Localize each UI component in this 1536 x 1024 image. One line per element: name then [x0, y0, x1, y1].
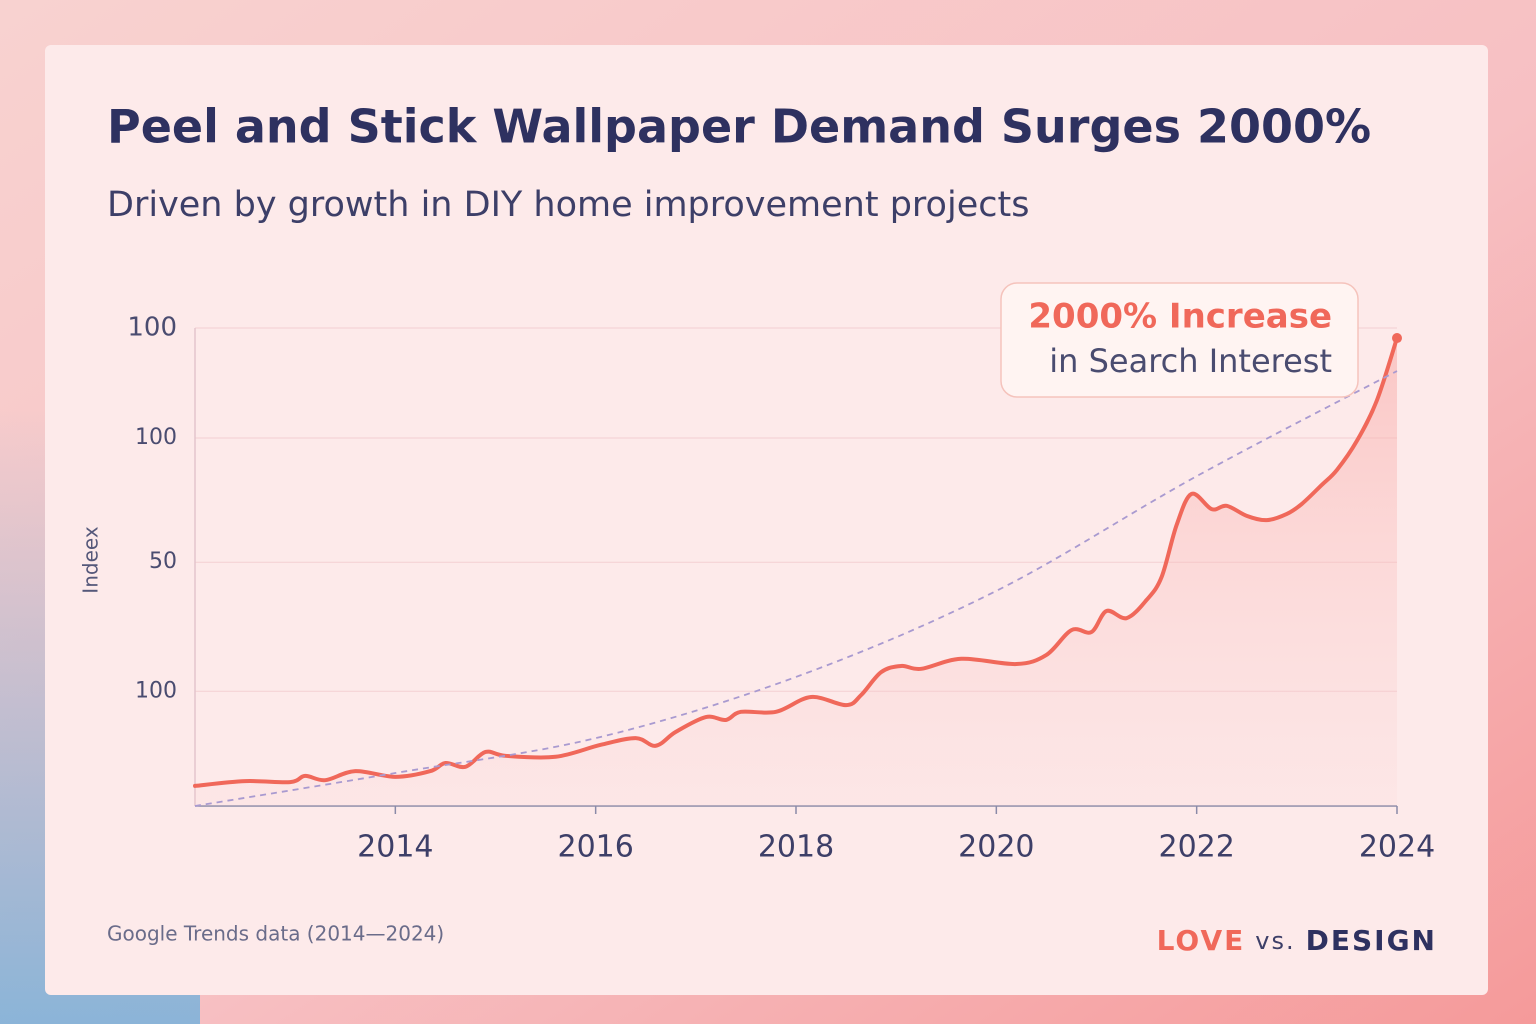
y-tick-label: 100	[135, 425, 177, 450]
x-tick-label: 2016	[557, 830, 633, 865]
area	[195, 338, 1397, 806]
x-tick-label: 2024	[1359, 830, 1435, 865]
line	[193, 336, 1399, 788]
brand-love: LOVE	[1157, 924, 1246, 957]
end-point	[1392, 333, 1402, 344]
annotation-title: 2000% Increase	[1028, 297, 1332, 337]
y-tick-label: 100	[127, 313, 177, 343]
x-tick-label: 2014	[357, 830, 433, 865]
trend-line	[194, 370, 1398, 807]
annotation-box	[1000, 282, 1359, 398]
brand-design: DESIGN	[1306, 924, 1437, 957]
source-note: Google Trends data (2014—2024)	[107, 922, 444, 946]
title: Peel and Stick Wallpaper Demand Surges 2…	[107, 100, 1371, 154]
y-tick-label: 100	[135, 678, 177, 703]
y-tick-label: 50	[149, 549, 177, 574]
y-axis-label: Indeex	[79, 526, 103, 594]
x-tick-label: 2018	[758, 830, 834, 865]
x-tick-label: 2022	[1158, 830, 1234, 865]
brand-vs: vs.	[1255, 927, 1295, 955]
brand-logo: LOVE vs. DESIGN	[1157, 924, 1437, 957]
subtitle: Driven by growth in DIY home improvement…	[107, 185, 1029, 225]
annotation-text: in Search Interest	[1049, 342, 1332, 380]
x-tick-label: 2020	[958, 830, 1034, 865]
plot: 100 50 100 100 2014 2016 2018 2020 2022 2024	[127, 313, 1435, 865]
